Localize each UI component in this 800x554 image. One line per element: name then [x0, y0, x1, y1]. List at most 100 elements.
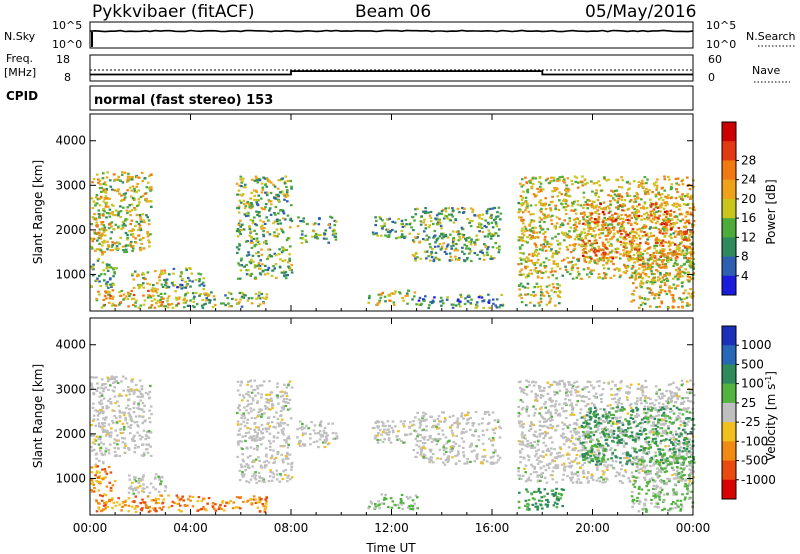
power-cell	[102, 172, 105, 175]
power-cell	[530, 259, 533, 262]
power-cell	[98, 179, 102, 182]
freq-tick-top: 18	[56, 53, 70, 66]
power-cell	[100, 234, 103, 237]
power-cell	[252, 237, 256, 240]
velocity-cell	[121, 375, 125, 378]
power-cell	[495, 306, 499, 309]
velocity-cell	[383, 438, 386, 441]
power-cell	[119, 205, 122, 208]
velocity-cell	[462, 440, 466, 443]
power-cell	[540, 190, 543, 193]
velocity-cell	[383, 428, 386, 431]
velocity-cell	[288, 437, 291, 440]
power-cell	[613, 193, 617, 196]
velocity-cell	[109, 378, 112, 381]
velocity-cell	[444, 458, 448, 462]
velocity-cell	[454, 442, 458, 445]
power-cell	[260, 182, 264, 185]
power-cell	[657, 238, 660, 241]
velocity-cell	[287, 435, 290, 438]
velocity-cell	[420, 448, 424, 451]
power-cell	[200, 283, 204, 286]
velocity-cell	[266, 416, 270, 419]
velocity-cell	[427, 457, 431, 461]
velocity-cell	[145, 505, 148, 508]
velocity-cell	[473, 449, 476, 452]
velocity-cell	[128, 487, 131, 490]
power-cell	[692, 224, 696, 227]
power-cell	[131, 197, 135, 200]
power-cell	[526, 206, 529, 209]
velocity-cell	[434, 424, 438, 427]
power-cell	[412, 240, 416, 244]
velocity-cell	[247, 390, 250, 394]
power-cell	[557, 243, 560, 246]
power-cell	[542, 232, 545, 235]
velocity-cell	[251, 397, 255, 400]
velocity-cell	[465, 430, 468, 433]
power-cell	[275, 219, 279, 222]
power-cell	[607, 211, 611, 214]
power-cell	[677, 306, 680, 309]
velocity-cell	[240, 414, 244, 417]
power-cell	[306, 223, 309, 226]
power-cell	[207, 293, 211, 296]
velocity-cell	[460, 412, 464, 415]
velocity-cell	[260, 432, 264, 435]
power-cell	[173, 284, 177, 287]
power-cell	[549, 207, 552, 210]
power-cell	[431, 299, 435, 302]
power-cell	[475, 306, 478, 309]
velocity-cell	[463, 462, 466, 465]
power-cell	[417, 299, 421, 302]
sky-left-tick-top: 10^5	[52, 19, 82, 32]
velocity-cell	[113, 479, 117, 483]
power-cell	[518, 288, 521, 291]
power-cell	[598, 248, 601, 251]
power-cell	[671, 252, 674, 255]
velocity-cell	[147, 436, 150, 439]
velocity-cell	[110, 427, 113, 430]
velocity-cell	[135, 421, 139, 424]
power-cell	[478, 214, 481, 217]
power-cell	[432, 258, 436, 261]
velocity-cell	[115, 501, 119, 504]
velocity-cell	[488, 437, 491, 440]
velocity-cell	[488, 413, 491, 416]
power-cell	[247, 269, 250, 272]
power-cell	[587, 226, 590, 229]
velocity-cell	[128, 408, 132, 411]
power-cell	[242, 296, 245, 299]
power-cell	[141, 213, 145, 216]
power-cell	[113, 271, 116, 274]
power-cell	[657, 210, 661, 213]
power-cell	[282, 212, 286, 215]
power-cell	[556, 262, 560, 265]
power-cell	[231, 297, 234, 300]
power-cell	[526, 189, 529, 192]
velocity-cell	[253, 379, 257, 382]
velocity-cell	[225, 501, 228, 504]
power-cell	[427, 306, 430, 309]
power-cell	[304, 239, 308, 242]
velocity-cell	[462, 417, 465, 420]
velocity-cell	[245, 392, 248, 395]
power-cell	[659, 210, 662, 213]
power-cell	[105, 283, 109, 286]
power-cell	[247, 253, 251, 256]
power-cell	[481, 230, 484, 233]
velocity-cell	[171, 500, 175, 503]
power-cell	[543, 266, 547, 269]
power-cell	[201, 306, 205, 309]
power-cell	[681, 183, 685, 186]
power-cell	[103, 239, 106, 242]
power-cell	[579, 204, 583, 207]
power-cell	[650, 214, 653, 217]
power-cell	[103, 197, 107, 200]
velocity-cell	[276, 451, 280, 454]
power-cell	[277, 195, 280, 198]
velocity-cell	[130, 487, 133, 491]
velocity-cell	[106, 376, 109, 379]
velocity-cell	[411, 506, 415, 509]
power-cell	[262, 176, 265, 179]
